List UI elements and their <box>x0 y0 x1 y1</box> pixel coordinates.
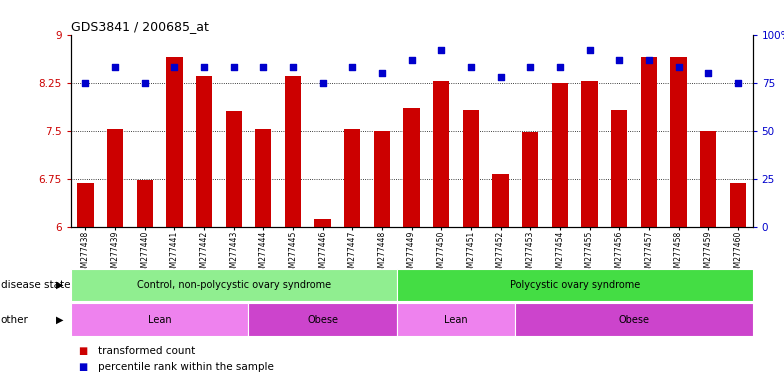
Bar <box>285 76 301 227</box>
Bar <box>611 110 627 227</box>
Text: transformed count: transformed count <box>98 346 195 356</box>
Bar <box>226 111 241 227</box>
Text: Control, non-polycystic ovary syndrome: Control, non-polycystic ovary syndrome <box>136 280 331 290</box>
Bar <box>136 180 153 227</box>
Bar <box>492 174 509 227</box>
Bar <box>107 129 123 227</box>
Point <box>346 64 358 70</box>
Text: Obese: Obese <box>619 314 649 325</box>
Text: Lean: Lean <box>147 314 172 325</box>
Bar <box>314 219 331 227</box>
Point <box>317 79 329 86</box>
Bar <box>700 131 717 227</box>
Point <box>405 56 418 63</box>
Bar <box>249 303 397 336</box>
Bar <box>374 131 390 227</box>
Bar <box>552 83 568 227</box>
Bar <box>433 81 449 227</box>
Text: Obese: Obese <box>307 314 338 325</box>
Bar <box>404 108 419 227</box>
Point <box>198 64 210 70</box>
Point <box>554 64 566 70</box>
Text: ■: ■ <box>78 346 88 356</box>
Bar <box>397 269 753 301</box>
Bar <box>397 303 515 336</box>
Text: percentile rank within the sample: percentile rank within the sample <box>98 362 274 372</box>
Text: ▶: ▶ <box>56 280 64 290</box>
Point <box>435 47 448 53</box>
Bar <box>255 129 271 227</box>
Point <box>702 70 714 76</box>
Text: GDS3841 / 200685_at: GDS3841 / 200685_at <box>71 20 209 33</box>
Point <box>465 64 477 70</box>
Point <box>168 64 180 70</box>
Bar <box>463 110 479 227</box>
Point <box>79 79 92 86</box>
Point <box>524 64 536 70</box>
Bar <box>344 129 361 227</box>
Point <box>287 64 299 70</box>
Point <box>583 47 596 53</box>
Point <box>731 79 744 86</box>
Point <box>494 74 506 80</box>
Text: Polycystic ovary syndrome: Polycystic ovary syndrome <box>510 280 640 290</box>
Bar <box>582 81 597 227</box>
Bar <box>196 76 212 227</box>
Text: ▶: ▶ <box>56 314 64 325</box>
Point <box>643 56 655 63</box>
Point <box>257 64 270 70</box>
Bar <box>641 57 657 227</box>
Bar <box>166 57 183 227</box>
Bar <box>670 57 687 227</box>
Point <box>672 64 684 70</box>
Text: other: other <box>1 314 29 325</box>
Text: ■: ■ <box>78 362 88 372</box>
Point <box>139 79 151 86</box>
Text: Lean: Lean <box>445 314 468 325</box>
Point <box>613 56 626 63</box>
Bar <box>730 183 746 227</box>
Text: disease state: disease state <box>1 280 71 290</box>
Bar <box>71 303 249 336</box>
Bar <box>71 269 397 301</box>
Point <box>376 70 388 76</box>
Point <box>109 64 122 70</box>
Bar <box>78 183 93 227</box>
Bar <box>522 132 539 227</box>
Point <box>227 64 240 70</box>
Bar <box>515 303 753 336</box>
